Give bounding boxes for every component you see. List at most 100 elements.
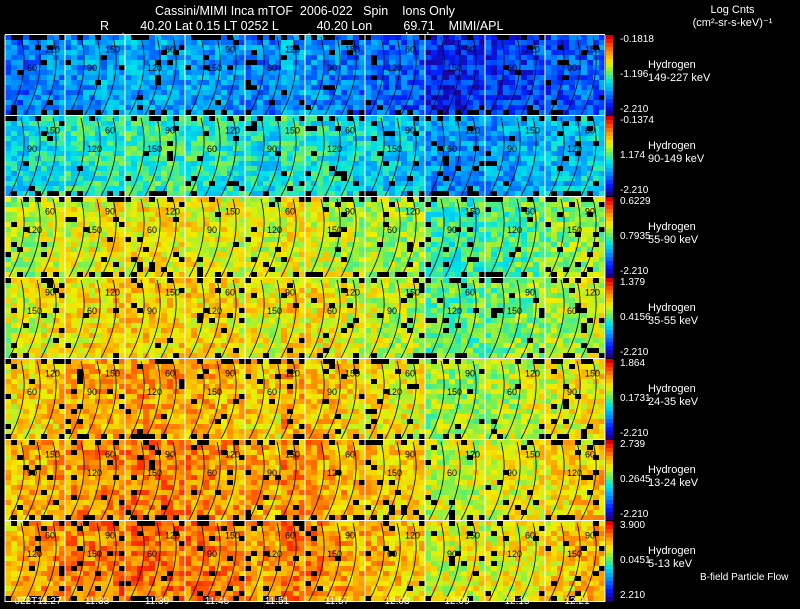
panel-energy-label: 24-35 keV	[648, 396, 699, 408]
contour-label: 90	[285, 288, 295, 298]
contour-label: 150	[45, 126, 60, 136]
contour-label: 60	[27, 63, 37, 73]
colorbar-mid-value: 0.4156	[620, 312, 651, 323]
contour-label: 90	[225, 369, 235, 379]
contour-lines-1: 6012090150120601509060120901501206015090…	[8, 36, 600, 116]
colorbar-units: Log Cnts (cm²-sr-s-keV)⁻¹	[665, 4, 800, 30]
time-tick-label: 12:09	[444, 596, 470, 607]
contour-label: 120	[345, 288, 360, 298]
contour-label: 60	[165, 369, 175, 379]
time-tick-label: 022T11:27	[14, 596, 62, 607]
orbit-info-line: R 40.20 Lat 0.15 LT 0252 L 40.20 Lon 69.…	[100, 19, 504, 33]
contour-label: 90	[387, 306, 397, 316]
contour-label: 150	[207, 63, 222, 73]
colorbar-mid-value: -1.196	[620, 69, 649, 80]
contour-label: 120	[27, 549, 42, 559]
contour-label: 60	[585, 450, 595, 460]
colorbar-max-value: 3.900	[620, 520, 646, 531]
contour-label: 90	[147, 306, 157, 316]
contour-label: 120	[465, 126, 480, 136]
contour-label: 90	[447, 225, 457, 235]
contour-label: 120	[147, 387, 162, 397]
contour-label: 150	[267, 306, 282, 316]
contour-label: 60	[507, 387, 517, 397]
contour-label: 120	[225, 126, 240, 136]
contour-label: 150	[345, 369, 360, 379]
contour-label: 120	[225, 450, 240, 460]
contour-label: 90	[465, 369, 475, 379]
contour-label: 90	[267, 144, 277, 154]
contour-lines-7: 1206015090601209015012060150906012090150…	[8, 522, 597, 602]
contour-label: 150	[585, 45, 600, 55]
contour-label: 60	[267, 63, 277, 73]
contour-label: 60	[147, 225, 157, 235]
contour-label: 150	[525, 450, 540, 460]
contour-label: 120	[87, 468, 102, 478]
contour-label: 120	[105, 288, 120, 298]
contour-label: 60	[345, 126, 355, 136]
contour-label: 90	[225, 45, 235, 55]
contour-label: 60	[525, 531, 535, 541]
contour-label: 120	[147, 63, 162, 73]
contour-label: 150	[567, 549, 582, 559]
colorbar-6	[606, 440, 613, 520]
contour-label: 120	[87, 144, 102, 154]
colorbar-mid-value: 0.2645	[620, 474, 651, 485]
contour-label: 120	[405, 207, 420, 217]
contour-label: 120	[207, 306, 222, 316]
contour-label: 150	[87, 225, 102, 235]
colorbar-min-value: -2.210	[620, 104, 649, 115]
contour-label: 150	[165, 288, 180, 298]
panel-energy-label: 5-13 keV	[648, 558, 693, 570]
colorbar-max-value: 1.379	[620, 277, 646, 288]
contour-label: 150	[105, 369, 120, 379]
contour-label: 120	[45, 369, 60, 379]
contour-label: 90	[87, 387, 97, 397]
contour-label: 90	[105, 207, 115, 217]
contour-label: 120	[447, 306, 462, 316]
panel-species-label: Hydrogen	[648, 302, 696, 314]
contour-label: 60	[567, 306, 577, 316]
contour-label: 90	[507, 468, 517, 478]
contour-label: 90	[165, 450, 175, 460]
contour-lines-5: 6012090150120601509060120901501206015090…	[8, 360, 600, 440]
colorbar-max-value: 0.6229	[620, 196, 651, 207]
time-tick-label: 12:21	[564, 596, 590, 607]
contour-label: 60	[585, 126, 595, 136]
panel-energy-label: 13-24 keV	[648, 477, 699, 489]
colorbar-5	[606, 359, 613, 439]
contour-label: 120	[567, 468, 582, 478]
colorbar-2	[606, 116, 613, 196]
contour-label: 150	[387, 144, 402, 154]
contour-label: 90	[507, 144, 517, 154]
contour-label: 150	[327, 225, 342, 235]
time-tick-label: 11:33	[84, 596, 110, 607]
contour-label: 90	[207, 549, 217, 559]
panel-species-label: Hydrogen	[648, 383, 696, 395]
contour-label: 60	[327, 306, 337, 316]
colorbar-mid-value: 0.0451	[620, 555, 651, 566]
contour-label: 120	[267, 549, 282, 559]
contour-label: 150	[345, 45, 360, 55]
contour-label: 120	[507, 225, 522, 235]
time-tick-label: 12:03	[384, 596, 410, 607]
contour-label: 150	[105, 45, 120, 55]
contour-label: 120	[525, 369, 540, 379]
contour-label: 150	[447, 63, 462, 73]
contour-label: 60	[27, 387, 37, 397]
contour-label: 120	[465, 450, 480, 460]
contour-label: 90	[45, 288, 55, 298]
units-line-1: Log Cnts	[710, 4, 755, 16]
panel-species-label: Hydrogen	[648, 545, 696, 557]
contour-label: 150	[45, 450, 60, 460]
contour-label: 120	[405, 531, 420, 541]
time-tick-label: 12:15	[504, 596, 530, 607]
contour-label: 90	[465, 45, 475, 55]
contour-label: 90	[267, 468, 277, 478]
contour-label: 90	[405, 126, 415, 136]
contour-label: 150	[225, 207, 240, 217]
contour-label: 150	[207, 387, 222, 397]
contour-label: 60	[465, 288, 475, 298]
contour-label: 60	[165, 45, 175, 55]
